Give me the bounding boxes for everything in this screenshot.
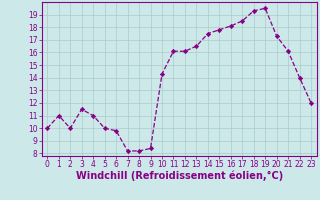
X-axis label: Windchill (Refroidissement éolien,°C): Windchill (Refroidissement éolien,°C): [76, 171, 283, 181]
